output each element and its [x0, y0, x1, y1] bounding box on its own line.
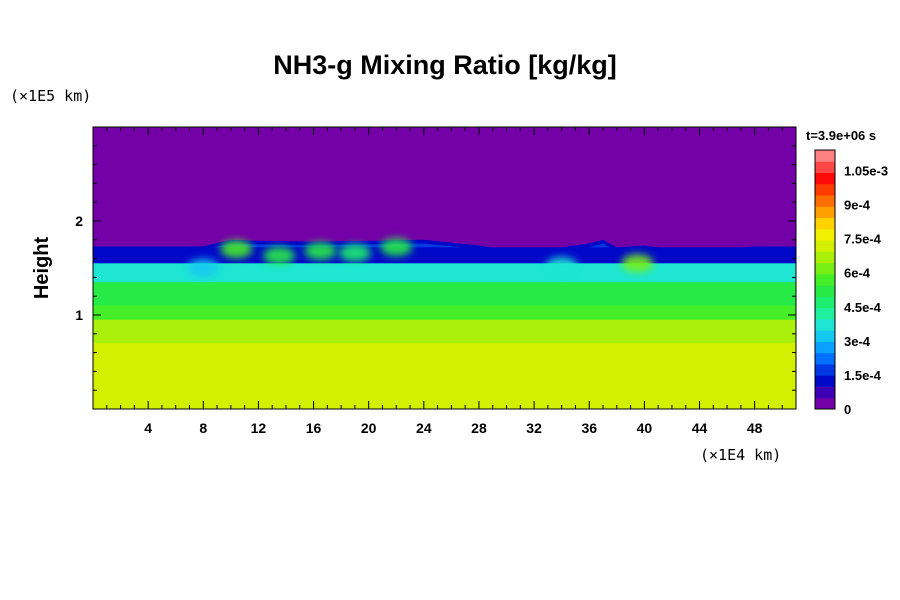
colorbar-label: 6e-4 [844, 266, 871, 281]
plot-area [93, 127, 796, 409]
field-feature [187, 259, 220, 277]
plot-frame [92, 126, 797, 410]
colorbar-label: 4.5e-4 [844, 300, 882, 315]
x-tick-label: 24 [416, 420, 432, 436]
colorbar-swatch [815, 296, 835, 309]
colorbar-swatch [815, 330, 835, 342]
x-tick-label: 32 [526, 420, 542, 436]
y-axis-unit-label: (×1E5 km) [10, 87, 91, 105]
colorbar-swatch [815, 318, 835, 331]
colorbar-swatch [815, 183, 835, 196]
x-tick-label: 12 [251, 420, 267, 436]
x-tick-label: 48 [747, 420, 763, 436]
colorbar-swatch [815, 150, 835, 162]
field-feature [545, 257, 578, 276]
colorbar-swatch [815, 285, 835, 297]
colorbar-swatch [815, 217, 835, 230]
x-axis-unit-label: (×1E4 km) [700, 446, 781, 464]
field-feature [380, 238, 413, 257]
x-tick-label: 8 [199, 420, 207, 436]
colorbar-swatch [815, 251, 835, 264]
colorbar-frame [814, 149, 836, 410]
colorbar-label: 9e-4 [844, 198, 871, 213]
x-tick-label: 36 [581, 420, 597, 436]
y-axis-label: Height [31, 237, 53, 300]
colorbar-label: 0 [844, 402, 851, 417]
colorbar-swatch [815, 262, 835, 275]
time-label: t=3.9e+06 s [806, 128, 876, 143]
colorbar-swatch [815, 240, 835, 252]
x-tick-label: 16 [306, 420, 322, 436]
y-tick-label: 2 [75, 213, 83, 229]
field-feature [304, 242, 337, 261]
colorbar-swatch [815, 206, 835, 219]
colorbar-label: 7.5e-4 [844, 232, 882, 247]
x-tick-label: 4 [144, 420, 152, 436]
colorbar: 0 1.5e-4 3e-4 4.5e-4 6e-4 7.5e-4 9e-4 1.05e-3 [814, 149, 888, 417]
colorbar-swatch [815, 397, 835, 410]
colorbar-swatch [815, 228, 835, 241]
colorbar-swatch [815, 352, 835, 365]
field-feature [220, 240, 253, 259]
chart-title: NH3-g Mixing Ratio [kg/kg] [273, 50, 617, 80]
y-tick-label: 1 [75, 307, 83, 323]
field-feature [338, 243, 371, 262]
colorbar-swatch [815, 341, 835, 354]
colorbar-label: 3e-4 [844, 334, 871, 349]
colorbar-swatch [815, 195, 835, 207]
colorbar-swatch [815, 172, 835, 185]
colorbar-swatch [815, 375, 835, 387]
colorbar-swatch [815, 386, 835, 399]
colorbar-label: 1.5e-4 [844, 368, 882, 383]
colorbar-swatch [815, 161, 835, 174]
colorbar-label: 1.05e-3 [844, 163, 888, 178]
x-tick-label: 28 [471, 420, 487, 436]
x-tick-label: 20 [361, 420, 377, 436]
colorbar-swatch [815, 307, 835, 320]
x-tick-label: 40 [637, 420, 653, 436]
field-band [93, 343, 796, 409]
x-tick-label: 44 [692, 420, 708, 436]
colorbar-swatch [815, 363, 835, 376]
field-feature [263, 246, 296, 265]
colorbar-swatch [815, 273, 835, 286]
field-feature [621, 254, 654, 273]
